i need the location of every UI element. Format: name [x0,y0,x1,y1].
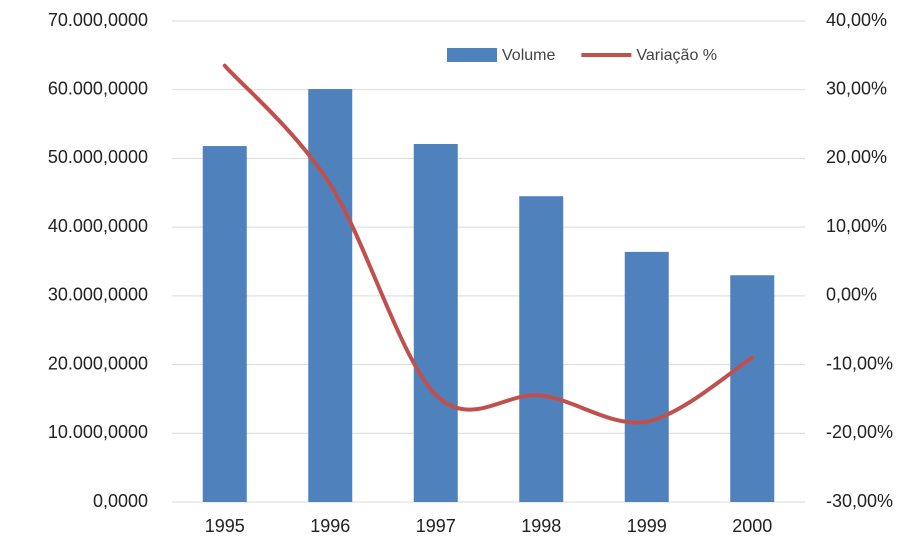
bar [202,146,247,502]
legend-swatch [447,48,497,62]
y-tick-label: 40.000,0000 [48,216,148,236]
legend-label: Volume [502,47,555,64]
legend-label: Variação % [636,47,717,64]
bar [519,196,564,502]
y-tick-label: 50.000,0000 [48,147,148,167]
bar [308,89,353,502]
x-tick-label: 1996 [310,516,350,536]
y2-tick-label: -10,00% [826,353,893,373]
y2-tick-label: 20,00% [826,147,887,167]
bar [624,251,669,502]
y2-tick-label: -20,00% [826,422,893,442]
x-tick-label: 1998 [521,516,561,536]
y-tick-label: 70.000,0000 [48,10,148,30]
y-tick-label: 20.000,0000 [48,353,148,373]
y-tick-label: 60.000,0000 [48,78,148,98]
legend: Volume Variação % [447,47,717,64]
y2-tick-label: 30,00% [826,78,887,98]
y2-tick-label: 10,00% [826,216,887,236]
x-tick-label: 1999 [627,516,667,536]
y2-tick-label: 0,00% [826,285,877,305]
y-tick-label: 0,0000 [93,491,148,511]
x-tick-label: 2000 [732,516,772,536]
bar [730,275,775,502]
y-tick-label: 30.000,0000 [48,285,148,305]
line [222,63,755,425]
x-tick-label: 1995 [205,516,245,536]
y2-tick-label: -30,00% [826,491,893,511]
y-tick-label: 10.000,0000 [48,422,148,442]
y2-tick-label: 40,00% [826,10,887,30]
x-tick-label: 1997 [416,516,456,536]
bar [413,143,458,502]
